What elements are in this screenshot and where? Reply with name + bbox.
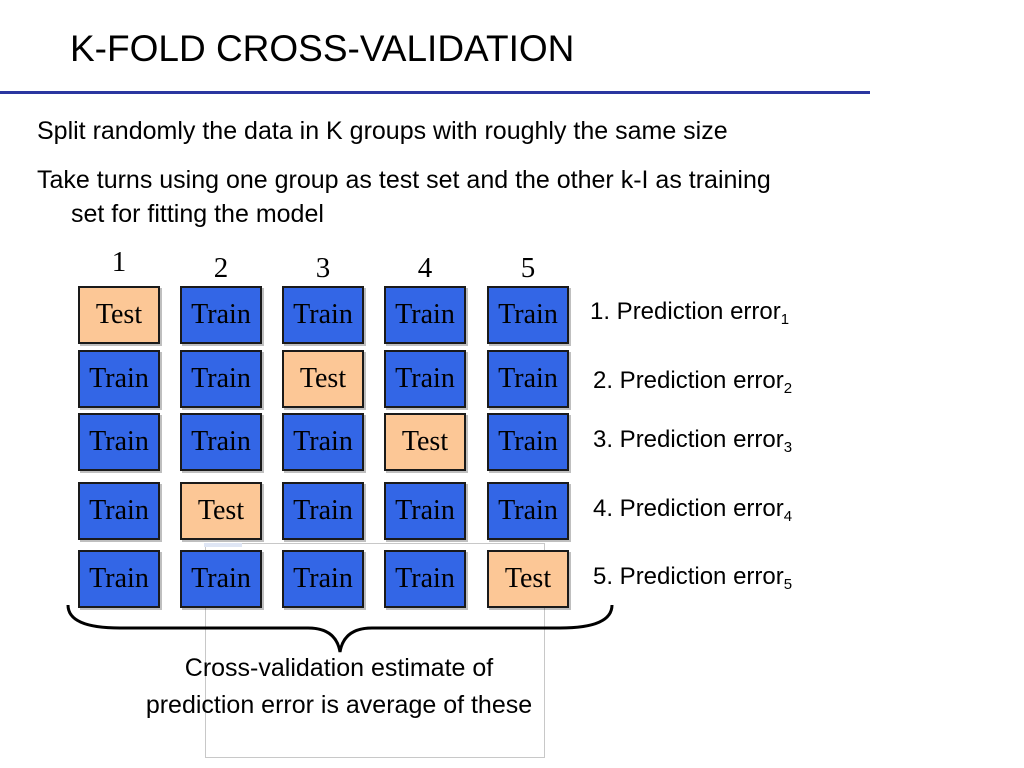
caption-line-1: Cross-validation estimate of (184, 654, 494, 682)
caption-line-2: prediction error is average of these (145, 691, 533, 719)
train-fold-row5-col3: Train (282, 550, 364, 608)
train-fold-row3-col1: Train (78, 413, 160, 471)
train-fold-row5-col1: Train (78, 550, 160, 608)
caption: Cross-validation estimate of prediction … (80, 650, 598, 724)
prediction-error-subscript: 2 (783, 380, 793, 397)
train-fold-row2-col4: Train (384, 350, 466, 408)
prediction-error-label: 3. Prediction error (593, 426, 784, 453)
prediction-error-1: 1. Prediction error1 (590, 298, 789, 328)
train-fold-row1-col3: Train (282, 286, 364, 344)
prediction-error-subscript: 1 (780, 311, 790, 328)
fold-number-5: 5 (520, 252, 536, 284)
slide-title: K-FOLD CROSS-VALIDATION (70, 28, 575, 69)
train-fold-row4-col5: Train (487, 482, 569, 540)
prediction-error-label: 1. Prediction error (590, 298, 781, 325)
prediction-error-3: 3. Prediction error3 (593, 426, 792, 456)
bullet-take-turns-line2: set for fitting the model (71, 200, 324, 228)
train-fold-row1-col5: Train (487, 286, 569, 344)
fold-number-2: 2 (213, 252, 229, 284)
bullet-take-turns-line1: Take turns using one group as test set a… (37, 166, 771, 194)
fold-number-1: 1 (111, 246, 127, 278)
title-underline (0, 91, 870, 94)
train-fold-row3-col3: Train (282, 413, 364, 471)
test-fold-row4-col2: Test (180, 482, 262, 540)
curly-brace (66, 604, 614, 653)
train-fold-row3-col5: Train (487, 413, 569, 471)
test-fold-row3-col4: Test (384, 413, 466, 471)
prediction-error-2: 2. Prediction error2 (593, 367, 792, 397)
test-fold-row1-col1: Test (78, 286, 160, 344)
train-fold-row4-col4: Train (384, 482, 466, 540)
train-fold-row2-col1: Train (78, 350, 160, 408)
placeholder-mark (204, 543, 242, 547)
train-fold-row5-col2: Train (180, 550, 262, 608)
train-fold-row1-col4: Train (384, 286, 466, 344)
prediction-error-subscript: 3 (783, 439, 793, 456)
train-fold-row4-col1: Train (78, 482, 160, 540)
train-fold-row3-col2: Train (180, 413, 262, 471)
prediction-error-subscript: 5 (783, 576, 793, 593)
fold-number-4: 4 (417, 252, 433, 284)
train-fold-row1-col2: Train (180, 286, 262, 344)
test-fold-row5-col5: Test (487, 550, 569, 608)
test-fold-row2-col3: Test (282, 350, 364, 408)
prediction-error-label: 5. Prediction error (593, 563, 784, 590)
train-fold-row2-col2: Train (180, 350, 262, 408)
prediction-error-subscript: 4 (783, 508, 793, 525)
prediction-error-label: 2. Prediction error (593, 367, 784, 394)
prediction-error-label: 4. Prediction error (593, 495, 784, 522)
fold-number-3: 3 (315, 252, 331, 284)
prediction-error-4: 4. Prediction error4 (593, 495, 792, 525)
bullet-split-data: Split randomly the data in K groups with… (37, 117, 728, 145)
train-fold-row4-col3: Train (282, 482, 364, 540)
bullet-take-turns: Take turns using one group as test set a… (37, 163, 771, 231)
prediction-error-5: 5. Prediction error5 (593, 563, 792, 593)
train-fold-row5-col4: Train (384, 550, 466, 608)
train-fold-row2-col5: Train (487, 350, 569, 408)
